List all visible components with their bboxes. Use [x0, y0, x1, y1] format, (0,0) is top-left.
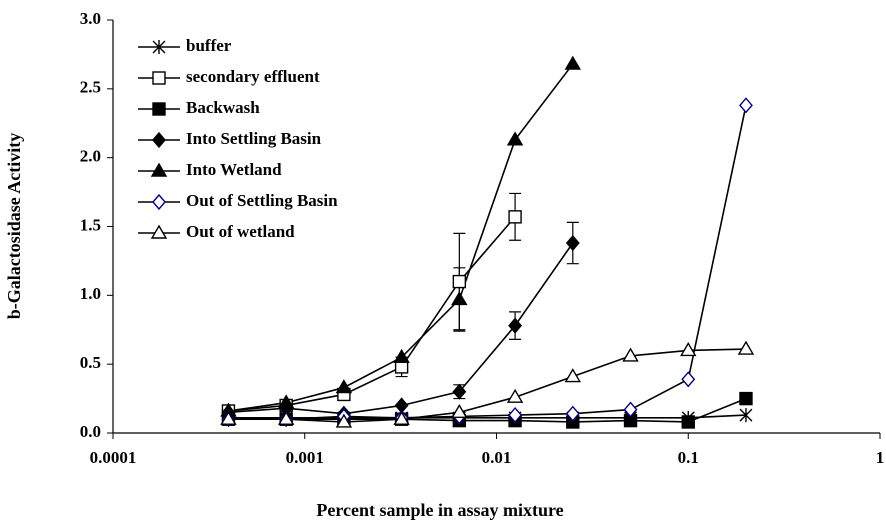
legend-label: Into Wetland [186, 160, 282, 179]
marker [277, 394, 295, 409]
y-axis-label: b-Galactosidase Activity [4, 133, 24, 320]
marker [452, 274, 467, 289]
legend-label: Backwash [186, 98, 260, 117]
series-line [228, 348, 746, 423]
x-tick-label: 0.1 [678, 448, 699, 467]
legend-marker [152, 131, 166, 149]
series-line [228, 397, 747, 423]
marker [393, 410, 410, 425]
legend-marker [152, 102, 166, 116]
marker [335, 379, 353, 394]
marker [220, 410, 237, 425]
marker [737, 340, 755, 355]
x-axis-label: Percent sample in assay mixture [316, 500, 563, 520]
y-tick-label: 1.5 [80, 215, 101, 234]
legend-label: buffer [186, 36, 232, 55]
marker [335, 413, 353, 428]
marker [451, 403, 468, 419]
marker [277, 410, 295, 425]
legend-marker [150, 224, 168, 239]
y-tick-label: 3.0 [80, 9, 101, 28]
x-tick-label: 0.001 [286, 448, 324, 467]
marker [506, 131, 524, 146]
marker [623, 401, 638, 418]
marker [564, 55, 582, 70]
y-tick-label: 0.0 [80, 422, 101, 441]
marker [508, 317, 523, 334]
legend-marker [152, 40, 166, 54]
y-tick-label: 1.0 [80, 284, 101, 303]
legend-label: Out of wetland [186, 222, 295, 241]
x-tick-label: 1 [876, 448, 885, 467]
series-line [228, 242, 574, 415]
y-tick-label: 0.5 [80, 353, 101, 372]
x-tick-label: 0.0001 [90, 448, 137, 467]
marker [565, 234, 580, 252]
legend-marker [150, 162, 168, 177]
marker [451, 291, 468, 306]
legend-label: secondary effluent [186, 67, 320, 86]
x-tick-label: 0.01 [482, 448, 512, 467]
marker [452, 383, 467, 400]
legend-label: Out of Settling Basin [186, 191, 338, 210]
marker [681, 371, 696, 388]
legend-marker [152, 71, 166, 85]
marker [622, 347, 639, 362]
marker [565, 405, 580, 422]
marker [739, 391, 753, 406]
marker [564, 368, 582, 383]
legend-marker [152, 193, 166, 211]
y-tick-label: 2.5 [80, 78, 101, 97]
marker [681, 415, 695, 429]
y-tick-label: 2.0 [80, 147, 101, 166]
marker [739, 408, 753, 423]
marker [393, 348, 410, 363]
marker [508, 210, 522, 224]
series-line [228, 105, 747, 421]
marker [680, 342, 697, 357]
marker [508, 407, 523, 424]
legend-label: Into Settling Basin [186, 129, 322, 148]
series-line [228, 216, 516, 412]
marker [506, 388, 524, 403]
marker [739, 97, 753, 114]
